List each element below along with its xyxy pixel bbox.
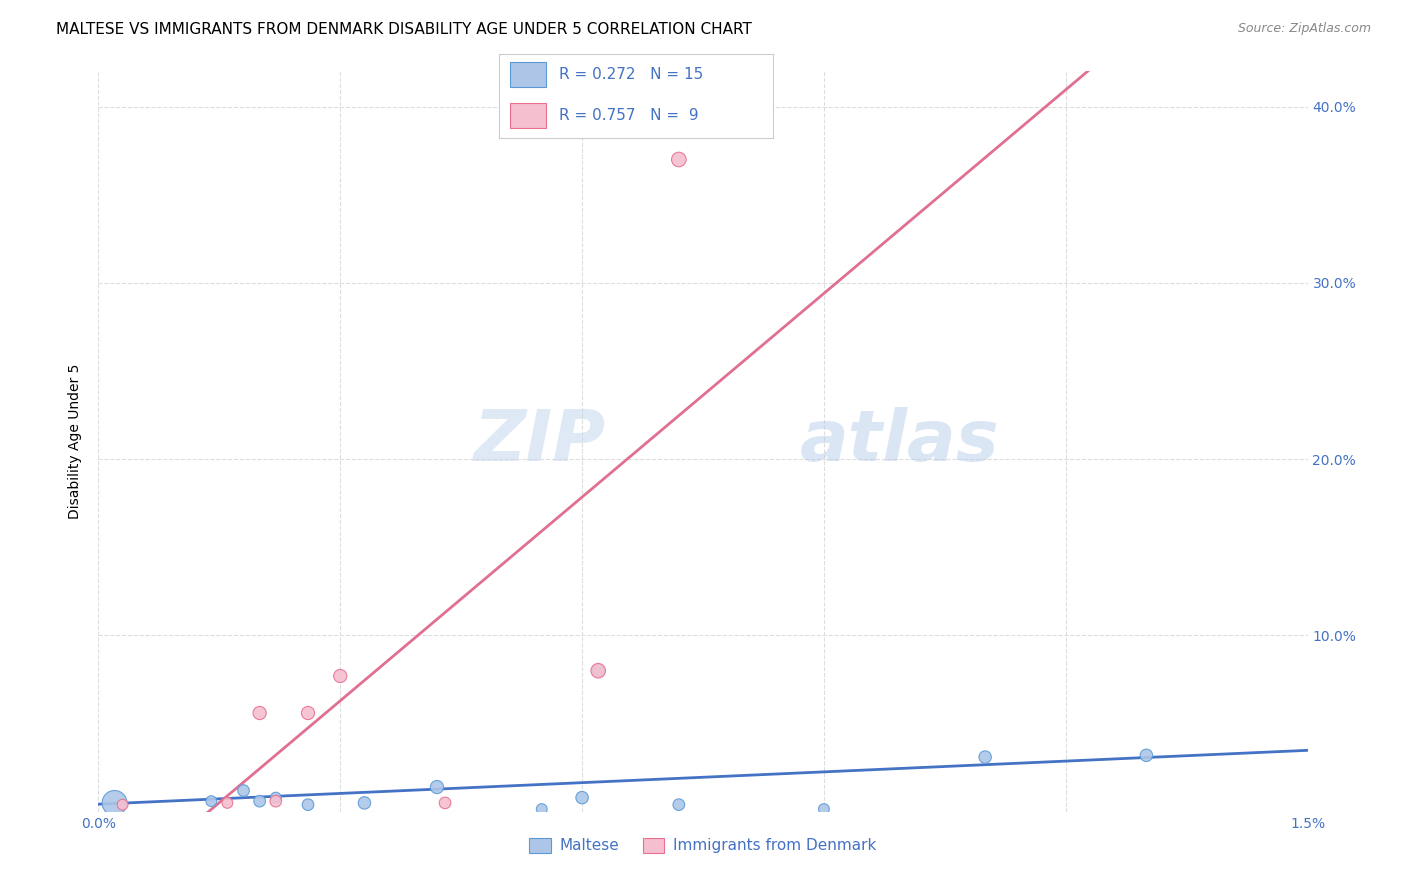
Point xyxy=(586,664,609,678)
Point xyxy=(217,796,239,810)
Text: atlas: atlas xyxy=(800,407,1000,476)
Point xyxy=(668,797,690,812)
Point xyxy=(434,796,457,810)
Point xyxy=(426,780,449,794)
Point xyxy=(103,796,125,810)
Point xyxy=(571,790,593,805)
Text: R = 0.272   N = 15: R = 0.272 N = 15 xyxy=(560,67,703,82)
Point xyxy=(249,706,271,720)
Point xyxy=(264,794,287,808)
Point xyxy=(974,750,997,764)
Text: R = 0.757   N =  9: R = 0.757 N = 9 xyxy=(560,108,699,123)
Y-axis label: Disability Age Under 5: Disability Age Under 5 xyxy=(69,364,83,519)
Point xyxy=(353,796,375,810)
Point xyxy=(530,802,553,816)
Point xyxy=(1135,748,1157,763)
FancyBboxPatch shape xyxy=(510,103,546,128)
Point xyxy=(200,794,222,808)
Point xyxy=(232,783,254,797)
Point xyxy=(329,669,352,683)
Text: MALTESE VS IMMIGRANTS FROM DENMARK DISABILITY AGE UNDER 5 CORRELATION CHART: MALTESE VS IMMIGRANTS FROM DENMARK DISAB… xyxy=(56,22,752,37)
Point xyxy=(813,802,835,816)
Point xyxy=(668,153,690,167)
Point xyxy=(297,797,319,812)
Point xyxy=(586,664,609,678)
Point xyxy=(264,790,287,805)
Point xyxy=(249,794,271,808)
FancyBboxPatch shape xyxy=(510,62,546,87)
Text: Source: ZipAtlas.com: Source: ZipAtlas.com xyxy=(1237,22,1371,36)
Point xyxy=(111,797,134,812)
Text: ZIP: ZIP xyxy=(474,407,606,476)
Legend: Maltese, Immigrants from Denmark: Maltese, Immigrants from Denmark xyxy=(523,832,883,860)
Point xyxy=(297,706,319,720)
